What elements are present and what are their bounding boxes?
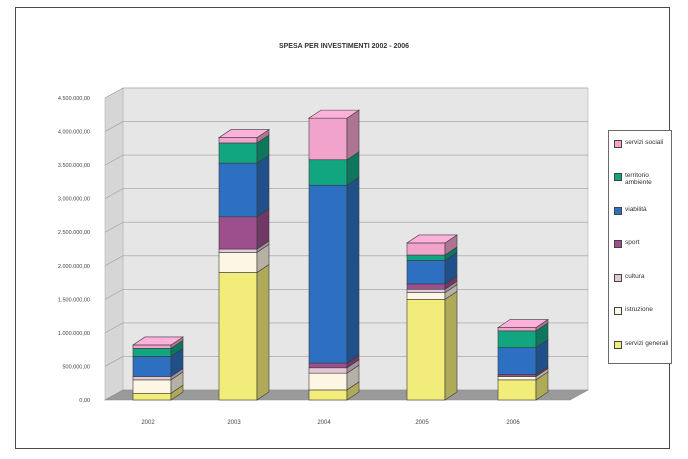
bar-segment	[497, 376, 537, 381]
legend-label: viabilità	[625, 205, 647, 213]
y-tick-label: 1.000.000,00	[58, 331, 90, 337]
bar-segment	[218, 162, 258, 218]
x-tick-label: 2002	[141, 420, 155, 426]
bar-segment	[406, 288, 446, 293]
bar-segment	[132, 379, 172, 394]
legend-label: servizi sociali	[625, 139, 664, 146]
bar-segment	[132, 356, 172, 377]
bar-segment	[308, 159, 348, 186]
bar-segment-side	[346, 176, 360, 364]
y-tick-label: 3.500.000,00	[58, 163, 90, 169]
y-tick-label: 3.000.000,00	[58, 197, 90, 203]
y-tick-label: 4.500.000,00	[58, 96, 90, 102]
bar-segment	[308, 362, 348, 369]
bar-segment-top	[406, 234, 458, 244]
legend-item: istruzione	[614, 306, 669, 316]
bar-segment	[218, 272, 258, 401]
chart-legend: servizi sociali territorio ambiente viabil…	[608, 130, 672, 364]
legend-swatch	[614, 273, 622, 282]
bar-segment	[406, 292, 446, 300]
bar-segment	[132, 376, 172, 381]
y-tick-label: 4.000.000,00	[58, 130, 90, 136]
legend-item: territorio ambiente	[614, 172, 669, 186]
gridline-side	[104, 289, 124, 300]
gridline-side	[104, 154, 124, 166]
plot-side-wall	[104, 87, 124, 401]
chart-title: SPESA PER INVESTIMENTI 2002 - 2006	[279, 43, 409, 50]
gridline-side	[104, 322, 124, 334]
x-tick-label: 2006	[506, 420, 520, 426]
bar-segment-top	[218, 129, 270, 138]
bar-segment	[132, 392, 172, 401]
bar-segment-side	[256, 154, 270, 218]
y-tick-label: 500.000,00	[62, 364, 90, 370]
legend-swatch	[614, 173, 622, 182]
bar-segment	[308, 372, 348, 391]
bar-segment	[308, 184, 348, 364]
legend-swatch	[614, 140, 622, 148]
bar-segment	[218, 137, 258, 144]
legend-item: sport	[614, 239, 669, 249]
bar-segment	[406, 242, 446, 256]
y-tick-label: 1.500.000,00	[58, 297, 90, 303]
bar-segment-side	[444, 290, 458, 401]
gridline-side	[104, 255, 124, 267]
bar-segment	[132, 344, 172, 349]
x-tick-label: 2004	[317, 420, 331, 426]
legend-swatch	[614, 206, 622, 215]
legend-label: servizi generali	[625, 339, 669, 347]
legend-item: cultura	[614, 273, 669, 282]
bar-segment	[308, 389, 348, 401]
bar-segment	[497, 379, 537, 401]
gridline-side	[104, 356, 124, 367]
bar-segment	[132, 348, 172, 357]
bar-segment-top	[132, 336, 184, 346]
y-tick-label: 2.000.000,00	[58, 264, 90, 270]
y-tick-label: 2.500.000,00	[58, 230, 90, 236]
legend-swatch	[614, 307, 622, 316]
bar-segment-top	[308, 109, 360, 119]
legend-swatch	[614, 240, 622, 249]
legend-label: cultura	[625, 272, 645, 280]
bar-segment	[218, 248, 258, 253]
bar-segment	[406, 260, 446, 285]
gridline-side	[104, 121, 124, 132]
gridline-side	[104, 188, 124, 199]
gridline-side	[104, 221, 124, 233]
bar-segment	[218, 142, 258, 164]
bar-segment	[406, 254, 446, 261]
bar-segment-side	[346, 109, 360, 161]
y-tick-label: 0,00	[79, 398, 90, 404]
bar-segment	[406, 283, 446, 290]
legend-label: territorio ambiente	[625, 172, 652, 187]
x-tick-label: 2005	[415, 420, 429, 426]
bar-segment	[497, 374, 537, 377]
bar-segment	[406, 299, 446, 401]
bar-segment	[308, 367, 348, 374]
legend-item: servizi sociali	[614, 139, 669, 148]
bar-segment	[497, 347, 537, 375]
legend-label: sport	[625, 239, 640, 247]
x-tick-label: 2003	[227, 420, 241, 426]
bar-segment	[497, 327, 537, 332]
bar-segment-top	[497, 319, 549, 328]
legend-label: istruzione	[625, 306, 653, 314]
bar-segment	[218, 216, 258, 250]
legend-swatch	[614, 340, 622, 349]
gridline-side	[104, 87, 124, 99]
bar-segment	[308, 117, 348, 161]
legend-item: viabilità	[614, 206, 669, 215]
bar-segment-side	[256, 263, 270, 401]
bar-segment	[497, 330, 537, 348]
legend-item: servizi generali	[614, 340, 669, 349]
bar-segment	[218, 252, 258, 273]
